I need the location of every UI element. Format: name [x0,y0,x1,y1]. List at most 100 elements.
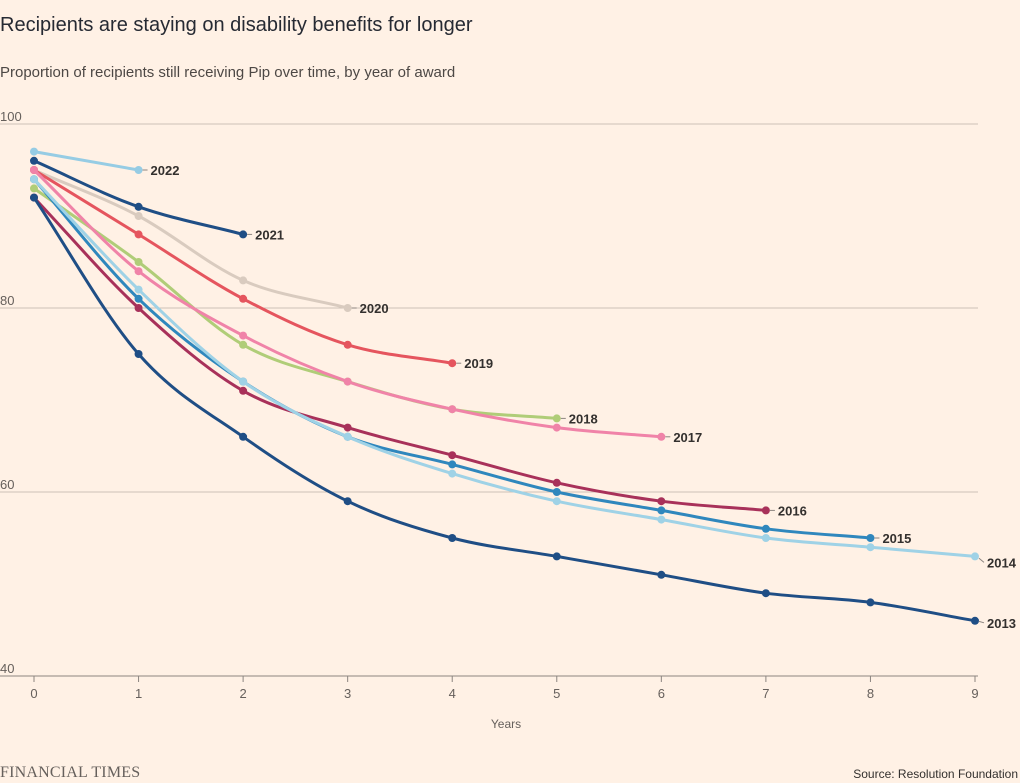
y-tick-label: 40 [0,661,14,676]
series-2020 [30,166,352,312]
data-point-2019-4 [448,359,457,368]
data-point-2014-5 [552,497,561,506]
data-point-2017-0 [30,166,38,174]
series-lines [30,147,979,625]
data-point-2013-0 [30,193,38,202]
series-2019 [30,166,457,368]
x-tick-label: 2 [239,686,246,701]
data-point-2020-2 [239,276,248,285]
series-label-2020: 2020 [360,301,389,316]
series-2014 [30,175,979,561]
x-axis-title: Years [491,717,521,731]
data-point-2017-3 [343,377,352,386]
x-tick-label: 5 [553,686,560,701]
data-point-2015-6 [657,506,666,515]
source-note: Source: Resolution Foundation [853,767,1018,781]
series-2013 [30,193,979,625]
data-point-2014-1 [134,285,143,294]
data-point-2013-4 [448,534,457,542]
data-point-2017-5 [552,423,561,432]
series-label-2014: 2014 [987,555,1017,570]
data-point-2013-3 [343,497,352,506]
data-point-2013-5 [552,552,561,561]
series-line-2018 [32,186,559,420]
x-tick-label: 1 [135,686,142,701]
x-tick-label: 6 [658,686,665,701]
data-point-2016-5 [552,478,561,487]
data-point-2021-2 [239,230,248,239]
data-point-2014-3 [343,432,352,441]
series-line-2015 [32,177,872,540]
data-point-2018-0 [30,184,38,193]
series-line-2020 [32,168,350,310]
data-point-2022-1 [134,166,143,174]
data-point-2016-1 [134,304,143,312]
chart-subtitle: Proportion of recipients still receiving… [0,64,456,81]
data-point-2016-3 [343,423,352,432]
series-label-2015: 2015 [882,531,911,546]
x-tick-label: 3 [344,686,351,701]
data-point-2020-3 [343,304,352,312]
data-point-2018-5 [552,414,561,423]
data-point-2019-3 [343,340,352,349]
series-label-2018: 2018 [569,411,598,426]
data-point-2014-6 [657,515,666,524]
series-2022 [30,147,143,174]
data-point-2013-7 [761,589,770,598]
series-2015 [30,175,875,542]
data-point-2014-0 [30,175,38,184]
data-point-2021-0 [30,156,38,165]
data-point-2014-2 [239,377,248,386]
series-2018 [30,184,561,423]
data-point-2018-1 [134,258,143,266]
x-tick-label: 0 [30,686,37,701]
data-point-2017-4 [448,405,457,414]
data-point-2015-5 [552,488,561,496]
data-point-2021-1 [134,202,143,211]
y-tick-label: 80 [0,293,14,308]
x-axis: 0 1 2 3 4 5 6 7 8 9 [30,676,979,701]
data-point-2017-1 [134,267,143,276]
x-tick-label: 9 [971,686,978,701]
x-tick-label: 8 [867,686,874,701]
data-point-2017-6 [657,432,666,441]
label-connector-2014 [978,557,985,563]
series-2021 [30,156,248,239]
x-tick-label: 7 [762,686,769,701]
data-point-2016-6 [657,497,666,506]
data-point-2015-8 [866,534,875,542]
data-point-2016-7 [761,506,770,515]
data-point-2018-2 [239,340,248,349]
data-point-2013-2 [239,432,248,441]
data-point-2014-8 [866,543,875,552]
series-label-2021: 2021 [255,227,284,242]
y-axis-ticks: 40 60 80 100 [0,109,22,676]
label-connector-2013 [978,620,985,624]
y-tick-label: 60 [0,477,14,492]
data-point-2013-9 [971,616,979,625]
data-point-2017-2 [239,331,248,340]
series-label-2016: 2016 [778,503,807,518]
series-line-2016 [32,196,768,512]
ft-logo: FINANCIAL TIMES [0,764,141,781]
data-point-2013-1 [134,350,143,358]
series-labels: 2022 2021 2020 2019 2018 2017 2016 2015 2014 2013 [142,163,1017,631]
data-point-2014-9 [971,552,979,561]
data-point-2022-0 [30,147,38,156]
series-line-2014 [32,177,977,558]
series-line-2013 [32,196,977,623]
series-2017 [30,166,666,441]
data-point-2019-2 [239,294,248,303]
series-label-2017: 2017 [673,430,702,445]
data-point-2013-8 [866,598,875,607]
data-point-2016-2 [239,386,248,395]
data-point-2014-4 [448,469,457,478]
chart-title: Recipients are staying on disability ben… [0,14,473,36]
data-point-2014-7 [761,534,770,542]
series-label-2022: 2022 [151,163,180,178]
data-point-2013-6 [657,570,666,579]
gridlines [0,123,978,677]
series-line-2022 [32,150,141,172]
series-label-2013: 2013 [987,616,1016,631]
